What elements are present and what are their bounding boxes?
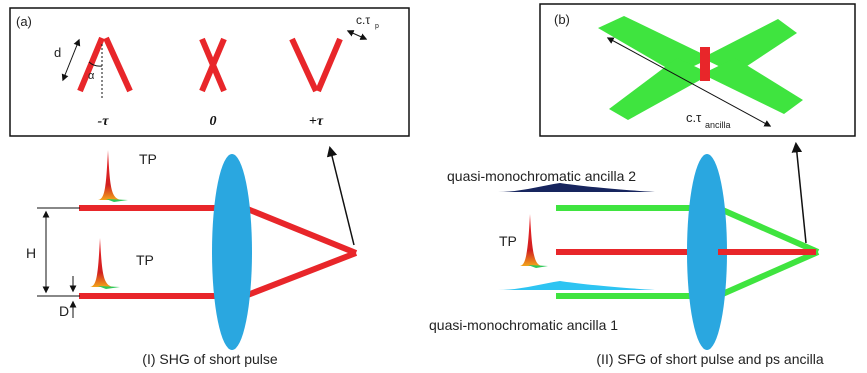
pulse-bottom-tail [98, 286, 120, 289]
tp-label: TP [499, 233, 517, 249]
setup-shg: TP TP H D (I) SHG of short pulse [26, 145, 358, 367]
ancilla-1-focused-beam [716, 249, 820, 299]
pulse-bottom-icon [90, 238, 114, 287]
h-label: H [26, 245, 36, 261]
lower-focused-beam [243, 250, 358, 299]
ancilla-1-label: quasi-monochromatic ancilla 1 [429, 317, 618, 333]
pointer-to-panel-a [326, 145, 355, 246]
pulse-top-icon [98, 150, 122, 200]
delay-label-plus: +τ [309, 114, 324, 129]
upper-focused-beam [243, 205, 358, 256]
beam-segment-right [103, 36, 133, 93]
caption-sfg: (II) SFG of short pulse and ps ancilla [596, 351, 823, 367]
pulse-length-subscript: p [375, 23, 379, 30]
beam-pair-minus-tau: d α [54, 36, 133, 100]
ancilla-1-pulse-icon [498, 281, 655, 290]
ancilla-length-arrow [606, 37, 772, 127]
focusing-lens [687, 154, 727, 350]
panel-b: (b) c.τ ancilla [539, 3, 856, 137]
pulse-length-label: c.τ [356, 13, 370, 27]
setup-sfg: quasi-monochromatic ancilla 2 quasi-mono… [429, 141, 824, 367]
length-d-label: d [54, 45, 61, 60]
ancilla-length-label: c.τ [686, 110, 702, 125]
length-d-arrow [61, 38, 81, 82]
beam-segment-left [77, 36, 105, 93]
panel-a: (a) d α c.τ p -τ 0 +τ [9, 7, 410, 137]
ancilla-2-label: quasi-monochromatic ancilla 2 [447, 168, 636, 184]
ancilla-2-pulse-icon [498, 183, 655, 192]
pulse-top-tail [106, 199, 128, 202]
beam-segment-right [315, 37, 343, 93]
tp-pulse-tail [528, 265, 548, 268]
tp-bottom-label: TP [136, 252, 154, 268]
beam-pair-zero-delay [199, 37, 227, 93]
angle-alpha-label: α [88, 70, 95, 82]
ancilla-length-subscript: ancilla [705, 120, 731, 130]
panel-a-tag: (a) [16, 14, 32, 29]
angle-arc [88, 61, 103, 67]
tp-pulse-icon [520, 214, 542, 266]
caption-shg: (I) SHG of short pulse [142, 351, 278, 367]
ancilla-2-focused-beam [716, 205, 820, 255]
pointer-to-panel-b [791, 141, 807, 244]
d-label: D [59, 303, 69, 319]
beam-pair-plus-tau: c.τ p [289, 13, 379, 93]
beam-segment-b [199, 37, 227, 93]
test-pulse-segment [700, 47, 710, 81]
delay-label-zero: 0 [210, 114, 217, 129]
pulse-length-arrow [346, 30, 368, 40]
beam-segment-left [289, 37, 319, 93]
tp-top-label: TP [139, 151, 157, 167]
panel-b-tag: (b) [554, 12, 570, 27]
delay-label-minus: -τ [98, 114, 110, 129]
focusing-lens [212, 154, 252, 350]
